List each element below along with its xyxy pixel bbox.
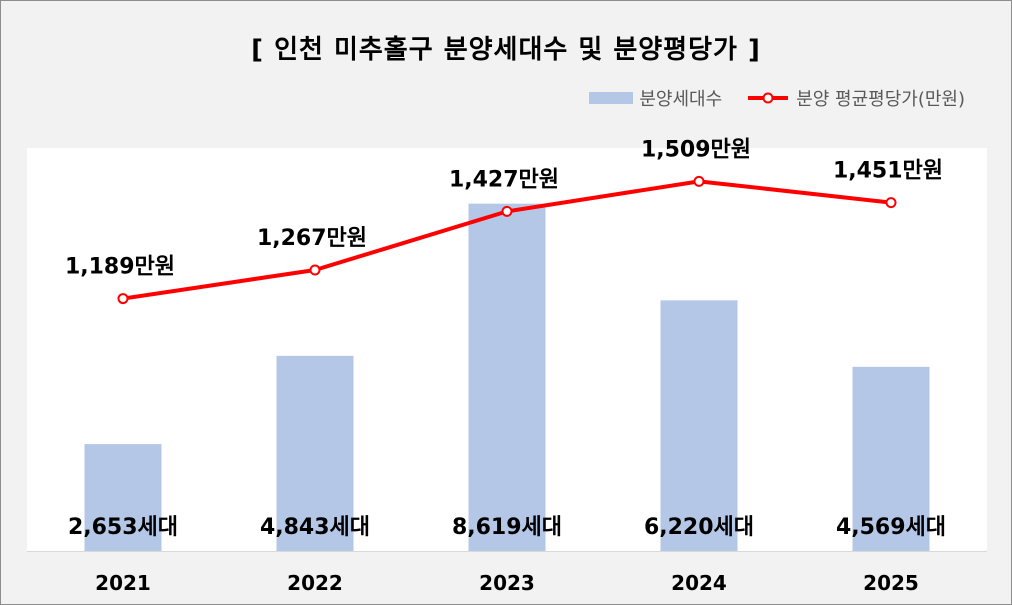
bar-data-label: 8,619세대 [452, 515, 562, 540]
legend-bar-label: 분양세대수 [639, 89, 723, 110]
line-point-2021 [117, 293, 129, 305]
bar-data-label: 4,569세대 [836, 515, 946, 540]
x-tick-label: 2021 [95, 571, 151, 595]
legend-item-bar: 분양세대수 [589, 85, 722, 111]
bar-2023 [468, 203, 546, 551]
line-point-2024 [693, 175, 705, 187]
legend-bar-swatch [589, 92, 634, 104]
x-tick-label: 2023 [479, 571, 535, 595]
x-tick-label: 2022 [287, 571, 343, 595]
line-point-2025 [885, 197, 897, 209]
legend-item-line: 분양 평균평당가(만원) [746, 85, 965, 111]
line-data-label: 1,451만원 [833, 159, 943, 184]
line-data-label: 1,189만원 [65, 255, 175, 280]
legend-line-label: 분양 평균평당가(만원) [796, 89, 965, 110]
line-data-label: 1,509만원 [641, 137, 751, 162]
line-point-2023 [501, 205, 513, 217]
line-data-label: 1,267만원 [257, 226, 367, 251]
legend: 분양세대수 분양 평균평당가(만원) [589, 85, 965, 111]
bar-2021 [84, 444, 162, 551]
line-point-2022 [309, 264, 321, 276]
chart-title: [ 인천 미추홀구 분양세대수 및 분양평당가 ] [251, 35, 761, 65]
bar-data-label: 4,843세대 [260, 515, 370, 540]
legend-line-swatch [748, 92, 789, 104]
bar-2025 [852, 366, 930, 551]
x-tick-label: 2025 [863, 571, 919, 595]
bar-2022 [276, 355, 354, 551]
x-tick-label: 2024 [671, 571, 727, 595]
bar-data-label: 6,220세대 [644, 515, 754, 540]
bar-2024 [660, 300, 738, 551]
line-data-label: 1,427만원 [449, 167, 559, 192]
bar-data-label: 2,653세대 [68, 515, 178, 540]
